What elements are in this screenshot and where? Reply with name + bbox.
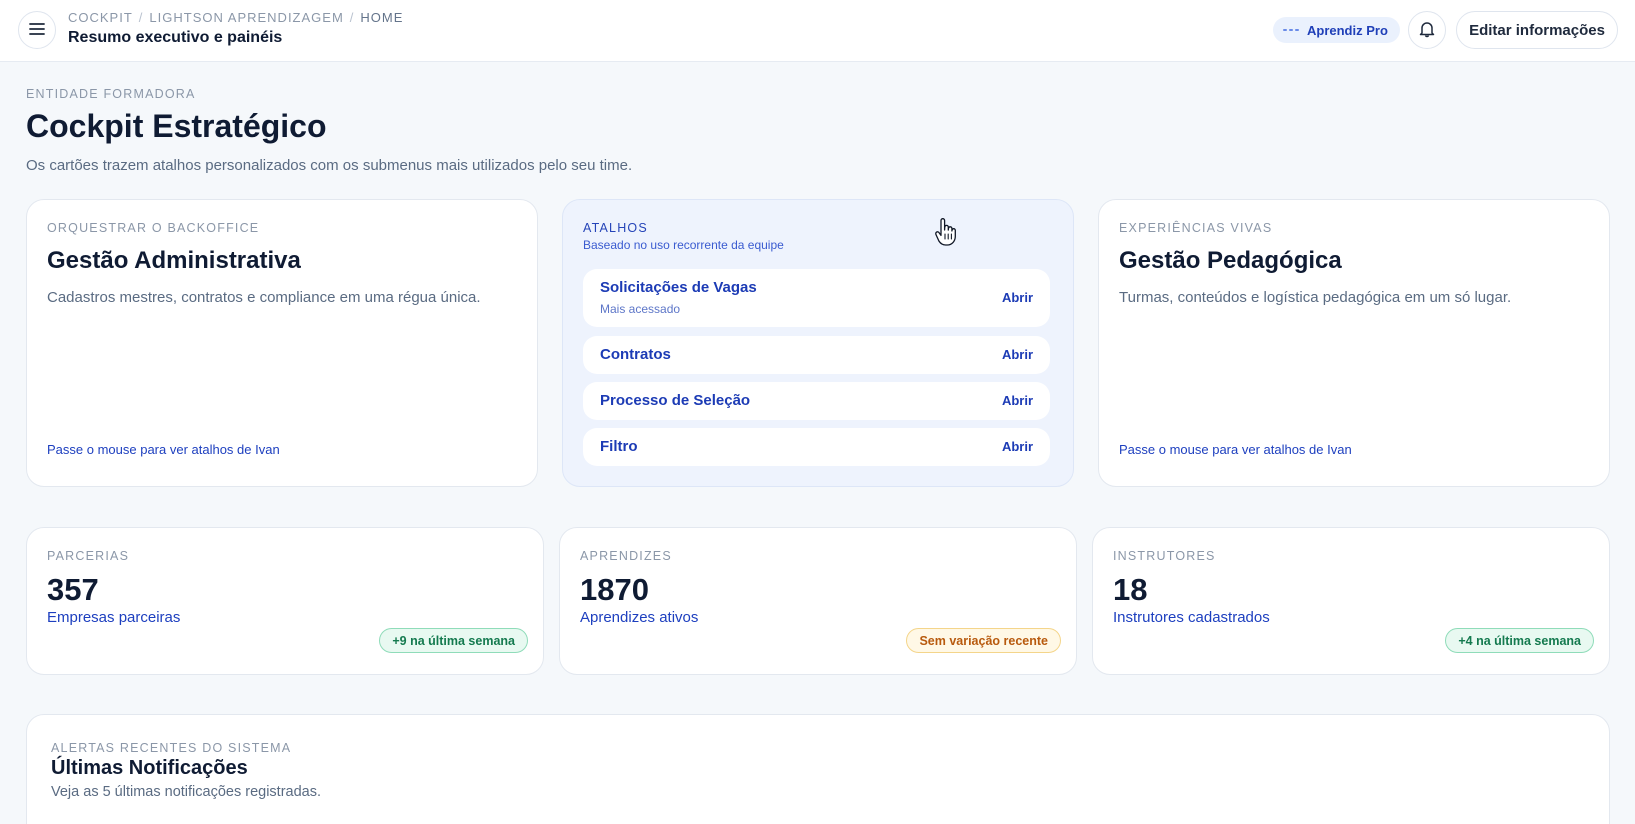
breadcrumb-separator: / [349,10,355,25]
stat-card-instrutores: INSTRUTORES 18 Instrutores cadastrados +… [1092,527,1610,675]
trend-badge: Sem variação recente [906,628,1061,653]
notifications-button[interactable] [1408,11,1446,49]
edit-info-button[interactable]: Editar informações [1456,11,1618,49]
stat-eyebrow: PARCERIAS [47,549,130,563]
hand-pointer-cursor-icon [934,218,958,248]
pedagogic-card-title: Gestão Pedagógica [1119,247,1342,274]
shortcut-processo-de-selecao[interactable]: Processo de Seleção Abrir [583,382,1050,420]
admin-card-title: Gestão Administrativa [47,247,301,274]
page-title: Cockpit Estratégico [26,108,327,144]
pedagogic-card-eyebrow: EXPERIÊNCIAS VIVAS [1119,221,1273,235]
shortcut-open-link[interactable]: Abrir [1001,393,1033,408]
pedagogic-card-hover-hint: Passe o mouse para ver atalhos de Ivan [1119,442,1352,457]
page-subtitle: Os cartões trazem atalhos personalizados… [26,157,633,174]
shortcut-open-link[interactable]: Abrir [1001,439,1033,454]
shortcut-open-link[interactable]: Abrir [1001,290,1033,305]
plan-badge-label: Aprendiz Pro [1307,22,1388,38]
pedagogic-card[interactable]: EXPERIÊNCIAS VIVAS Gestão Pedagógica Tur… [1098,199,1610,487]
shortcut-filtro[interactable]: Filtro Abrir [583,428,1050,466]
breadcrumb-separator: / [138,10,144,25]
admin-card-hover-hint: Passe o mouse para ver atalhos de Ivan [47,442,280,457]
shortcut-label: Contratos [600,346,671,363]
stat-eyebrow: INSTRUTORES [1113,549,1216,563]
header-title: Resumo executivo e painéis [68,29,283,46]
stat-card-aprendizes: APRENDIZES 1870 Aprendizes ativos Sem va… [559,527,1077,675]
stat-value: 1870 [580,572,649,607]
trend-badge: +4 na última semana [1445,628,1594,653]
shortcuts-subtitle: Baseado no uso recorrente da equipe [583,238,784,252]
shortcut-label: Processo de Seleção [600,392,751,409]
shortcut-label: Solicitações de Vagas [600,279,757,296]
shortcut-meta: Mais acessado [600,302,681,316]
shortcut-open-link[interactable]: Abrir [1001,347,1033,362]
breadcrumb: COCKPIT / LIGHTSON APRENDIZAGEM / HOME [68,10,403,25]
top-bar: COCKPIT / LIGHTSON APRENDIZAGEM / HOME Resum… [0,0,1635,62]
trend-badge: +9 na última semana [379,628,528,653]
shortcut-solicitacoes-de-vagas[interactable]: Solicitações de Vagas Mais acessado Abri… [583,269,1050,327]
shortcut-label: Filtro [600,438,638,455]
notifications-subtitle: Veja as 5 últimas notificações registrad… [51,784,321,800]
breadcrumb-item-cockpit[interactable]: COCKPIT [68,10,133,25]
stat-value: 357 [47,572,99,607]
page-eyebrow: ENTIDADE FORMADORA [26,87,196,101]
notifications-eyebrow: ALERTAS RECENTES DO SISTEMA [51,741,292,755]
admin-card[interactable]: ORQUESTRAR O BACKOFFICE Gestão Administr… [26,199,538,487]
stat-label: Aprendizes ativos [580,609,699,626]
stat-eyebrow: APRENDIZES [580,549,672,563]
plan-badge[interactable]: Aprendiz Pro [1273,17,1400,43]
logo-dots-icon [1283,29,1299,31]
breadcrumb-item-home: HOME [360,10,404,25]
admin-card-eyebrow: ORQUESTRAR O BACKOFFICE [47,221,260,235]
shortcuts-card: ATALHOS Baseado no uso recorrente da equ… [562,199,1074,487]
stat-card-parcerias: PARCERIAS 357 Empresas parceiras +9 na ú… [26,527,544,675]
hamburger-menu-icon [29,22,45,39]
stat-value: 18 [1113,572,1148,607]
pedagogic-card-description: Turmas, conteúdos e logística pedagógica… [1119,289,1512,306]
stat-label: Instrutores cadastrados [1113,609,1270,626]
menu-button[interactable] [18,11,56,49]
stat-label: Empresas parceiras [47,609,181,626]
notifications-panel: ALERTAS RECENTES DO SISTEMA Últimas Noti… [26,714,1610,824]
admin-card-description: Cadastros mestres, contratos e complianc… [47,289,481,306]
bell-icon [1419,20,1435,41]
shortcut-contratos[interactable]: Contratos Abrir [583,336,1050,374]
shortcuts-eyebrow: ATALHOS [583,221,648,235]
notifications-title: Últimas Notificações [51,757,248,779]
breadcrumb-item-lightson[interactable]: LIGHTSON APRENDIZAGEM [149,10,344,25]
